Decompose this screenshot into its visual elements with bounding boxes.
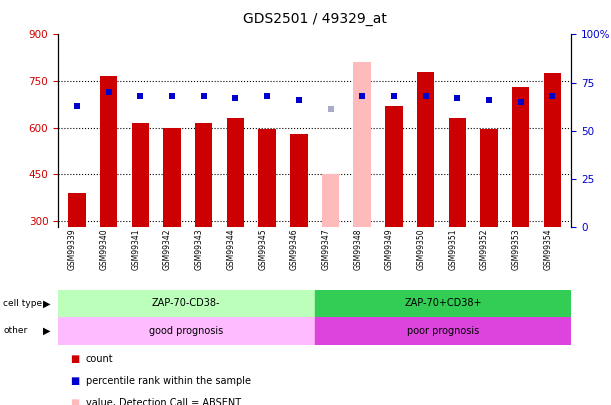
- Bar: [258, 129, 276, 227]
- Text: GSM99347: GSM99347: [321, 228, 331, 270]
- Text: cell type: cell type: [3, 299, 42, 308]
- Text: GSM99354: GSM99354: [543, 228, 552, 270]
- Text: GSM99342: GSM99342: [163, 228, 172, 270]
- Text: ■: ■: [70, 376, 79, 386]
- Bar: [195, 123, 213, 227]
- Bar: [315, 290, 571, 317]
- Text: ▶: ▶: [43, 326, 51, 336]
- Text: GSM99349: GSM99349: [385, 228, 394, 270]
- Text: ZAP-70-CD38-: ZAP-70-CD38-: [152, 298, 221, 308]
- Bar: [290, 134, 307, 227]
- Bar: [132, 123, 149, 227]
- Text: ■: ■: [70, 399, 79, 405]
- Bar: [315, 317, 571, 345]
- Bar: [227, 118, 244, 227]
- Text: GSM99339: GSM99339: [68, 228, 77, 270]
- Bar: [448, 118, 466, 227]
- Text: count: count: [86, 354, 113, 364]
- Bar: [163, 128, 181, 227]
- Text: percentile rank within the sample: percentile rank within the sample: [86, 376, 251, 386]
- Text: GSM99352: GSM99352: [480, 228, 489, 270]
- Text: GSM99345: GSM99345: [258, 228, 267, 270]
- Bar: [58, 317, 315, 345]
- Text: GSM99344: GSM99344: [227, 228, 235, 270]
- Text: GSM99341: GSM99341: [131, 228, 141, 270]
- Bar: [480, 129, 497, 227]
- Bar: [512, 87, 529, 227]
- Text: GSM99346: GSM99346: [290, 228, 299, 270]
- Bar: [58, 290, 315, 317]
- Text: GSM99353: GSM99353: [511, 228, 521, 270]
- Bar: [354, 62, 371, 227]
- Bar: [100, 76, 117, 227]
- Text: GSM99350: GSM99350: [417, 228, 425, 270]
- Text: other: other: [3, 326, 27, 335]
- Text: GDS2501 / 49329_at: GDS2501 / 49329_at: [243, 12, 387, 26]
- Text: ▶: ▶: [43, 298, 51, 308]
- Text: GSM99343: GSM99343: [195, 228, 204, 270]
- Text: GSM99340: GSM99340: [100, 228, 109, 270]
- Text: good prognosis: good prognosis: [149, 326, 224, 336]
- Bar: [322, 174, 339, 227]
- Text: ■: ■: [70, 354, 79, 364]
- Text: poor prognosis: poor prognosis: [407, 326, 479, 336]
- Text: ZAP-70+CD38+: ZAP-70+CD38+: [404, 298, 481, 308]
- Text: value, Detection Call = ABSENT: value, Detection Call = ABSENT: [86, 399, 241, 405]
- Text: GSM99351: GSM99351: [448, 228, 457, 270]
- Bar: [68, 193, 86, 227]
- Bar: [417, 72, 434, 227]
- Text: GSM99348: GSM99348: [353, 228, 362, 270]
- Bar: [544, 73, 561, 227]
- Bar: [385, 106, 403, 227]
